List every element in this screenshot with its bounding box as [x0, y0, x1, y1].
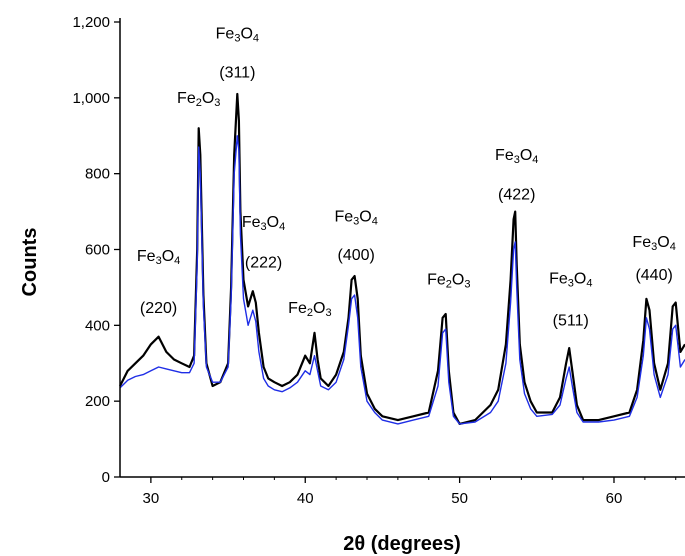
x-tick-label: 60 [606, 490, 623, 507]
axes [119, 18, 685, 478]
y-tick-label: 800 [85, 166, 110, 183]
peak-label-compound: Fe3O4 [495, 147, 538, 166]
peak-label-compound: Fe2O3 [427, 271, 470, 290]
peak-label-hkl: (440) [635, 267, 672, 284]
x-tick-label: 50 [451, 490, 468, 507]
ticks: 0 200 400 600 800 1,000 1,200 30 40 50 60 [72, 14, 677, 507]
y-axis-title: Counts [19, 228, 41, 297]
peak-label-hkl: (511) [553, 312, 589, 329]
y-tick-label: 1,000 [72, 90, 110, 107]
peak-label-compound: Fe3O4 [137, 248, 180, 267]
peak-label-compound: Fe3O4 [334, 208, 377, 227]
y-tick-label: 400 [85, 317, 110, 334]
peak-label-hkl: (400) [338, 247, 375, 264]
y-tick-label: 1,200 [72, 14, 110, 31]
y-tick-label: 0 [102, 469, 110, 486]
series-line-smoothed [119, 135, 685, 425]
peak-label-compound: Fe3O4 [549, 271, 592, 290]
x-axis-title: 2θ (degrees) [343, 533, 461, 555]
x-tick-label: 40 [297, 490, 314, 507]
plot-area [119, 92, 685, 425]
peak-label-compound: Fe2O3 [288, 300, 331, 319]
peak-label-compound: Fe3O4 [216, 26, 259, 45]
x-tick-label: 30 [143, 490, 160, 507]
peak-label-hkl: (220) [140, 300, 177, 317]
peak-label-hkl: (311) [219, 64, 255, 81]
y-tick-label: 200 [85, 393, 110, 410]
peak-label-hkl: (422) [498, 186, 535, 203]
peak-label-hkl: (222) [245, 255, 282, 272]
peak-label-compound: Fe3O4 [632, 234, 675, 253]
series-line-raw [119, 92, 685, 425]
y-tick-label: 600 [85, 242, 110, 259]
peak-label-compound: Fe2O3 [177, 90, 220, 109]
peak-label-compound: Fe3O4 [242, 214, 285, 233]
peak-labels: Fe3O4 (220) Fe2O3 Fe3O4 (311) Fe3O4 (222) Fe2O3… [137, 26, 676, 330]
